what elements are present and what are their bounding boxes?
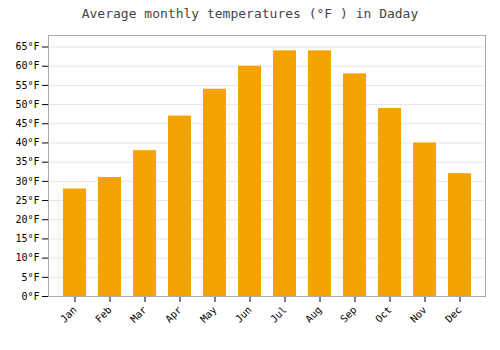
svg-text:0°F: 0°F [21,291,39,302]
svg-text:10°F: 10°F [15,252,39,263]
svg-text:40°F: 40°F [15,137,39,148]
svg-text:Jan: Jan [58,304,79,325]
svg-text:Aug: Aug [303,304,324,325]
svg-text:Nov: Nov [408,304,429,325]
svg-text:35°F: 35°F [15,156,39,167]
svg-text:Apr: Apr [163,304,184,325]
svg-text:30°F: 30°F [15,176,39,187]
svg-text:Oct: Oct [373,304,394,325]
svg-text:Dec: Dec [443,304,464,325]
svg-text:55°F: 55°F [15,80,39,91]
svg-text:Sep: Sep [338,304,359,325]
svg-text:25°F: 25°F [15,195,39,206]
svg-text:50°F: 50°F [15,99,39,110]
html-text:Average monthly temperatures (: Average monthly temperatures (°F ) in Da… [81,6,419,21]
svg-text:20°F: 20°F [15,214,39,225]
svg-text:Jun: Jun [233,304,254,325]
svg-text:5°F: 5°F [21,272,39,283]
svg-text:Jul: Jul [268,304,289,325]
svg-text:Feb: Feb [93,304,114,325]
svg-text:60°F: 60°F [15,60,39,71]
svg-text:Mar: Mar [128,304,149,325]
svg-text:45°F: 45°F [15,118,39,129]
svg-text:15°F: 15°F [15,233,39,244]
svg-text:65°F: 65°F [15,41,39,52]
svg-text:May: May [198,304,219,325]
